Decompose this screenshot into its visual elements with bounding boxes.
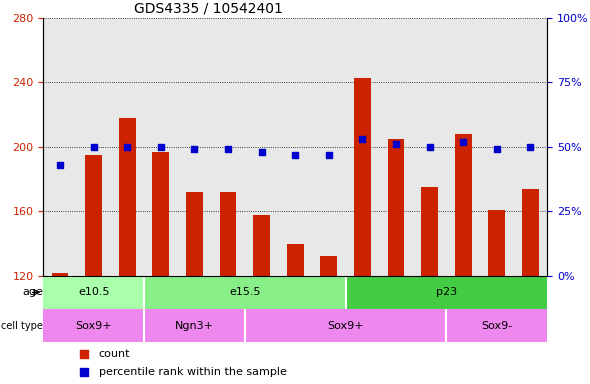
Point [526, 144, 535, 150]
Bar [219, 192, 237, 276]
Point [425, 144, 434, 150]
Bar [287, 243, 304, 276]
Bar [489, 210, 505, 276]
Bar [43, 309, 144, 342]
Point [492, 146, 502, 152]
Point [89, 144, 99, 150]
Point [290, 152, 300, 158]
Bar [346, 276, 548, 309]
Bar [144, 276, 346, 309]
Bar [447, 309, 548, 342]
Bar [52, 273, 68, 276]
Point [123, 144, 132, 150]
Point [358, 136, 367, 142]
Point [156, 144, 166, 150]
Bar [253, 215, 270, 276]
Bar [522, 189, 539, 276]
Point [391, 141, 401, 147]
Text: age: age [22, 287, 43, 297]
Point [324, 152, 333, 158]
Text: e10.5: e10.5 [78, 287, 109, 297]
Bar [119, 118, 136, 276]
Point [190, 146, 199, 152]
Bar [86, 155, 102, 276]
Text: GDS4335 / 10542401: GDS4335 / 10542401 [134, 2, 283, 15]
Bar [43, 276, 144, 309]
Bar [421, 187, 438, 276]
Point [55, 162, 65, 168]
Text: Sox9-: Sox9- [481, 321, 513, 331]
Bar [144, 309, 245, 342]
Point [257, 149, 266, 155]
Bar [320, 257, 337, 276]
Bar [186, 192, 203, 276]
Text: p23: p23 [436, 287, 457, 297]
Text: Sox9+: Sox9+ [327, 321, 364, 331]
Point [458, 139, 468, 145]
Text: e15.5: e15.5 [229, 287, 261, 297]
Bar [354, 78, 371, 276]
Bar [245, 309, 447, 342]
Bar [152, 152, 169, 276]
Bar [455, 134, 471, 276]
Text: cell type: cell type [1, 321, 43, 331]
Text: Sox9+: Sox9+ [76, 321, 112, 331]
Text: Ngn3+: Ngn3+ [175, 321, 214, 331]
Bar [388, 139, 405, 276]
Point [224, 146, 233, 152]
Text: percentile rank within the sample: percentile rank within the sample [99, 367, 287, 377]
Point [79, 369, 88, 376]
Text: count: count [99, 349, 130, 359]
Point [79, 351, 88, 358]
